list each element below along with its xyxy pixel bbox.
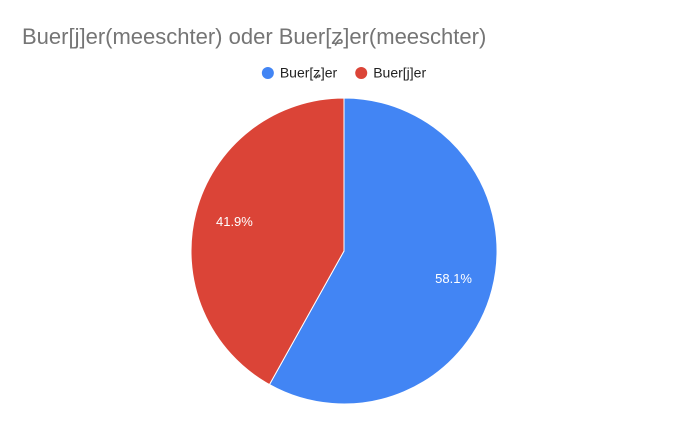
pie-slice [268, 97, 498, 405]
legend: Buer[ʑ]er Buer[j]er [261, 65, 426, 81]
legend-label: Buer[ʑ]er [280, 65, 338, 81]
data-label: 41.9% [216, 214, 253, 229]
legend-swatch [261, 67, 274, 79]
data-label: 58.1% [435, 271, 472, 286]
pie-slice [190, 97, 345, 386]
chart-title: Buer[j]er(meeschter) oder Buer[ʑ]er(mees… [22, 24, 486, 49]
legend-item: Buer[j]er [355, 65, 426, 81]
legend-label: Buer[j]er [373, 65, 426, 81]
legend-item: Buer[ʑ]er [261, 65, 338, 81]
legend-swatch [355, 67, 368, 79]
